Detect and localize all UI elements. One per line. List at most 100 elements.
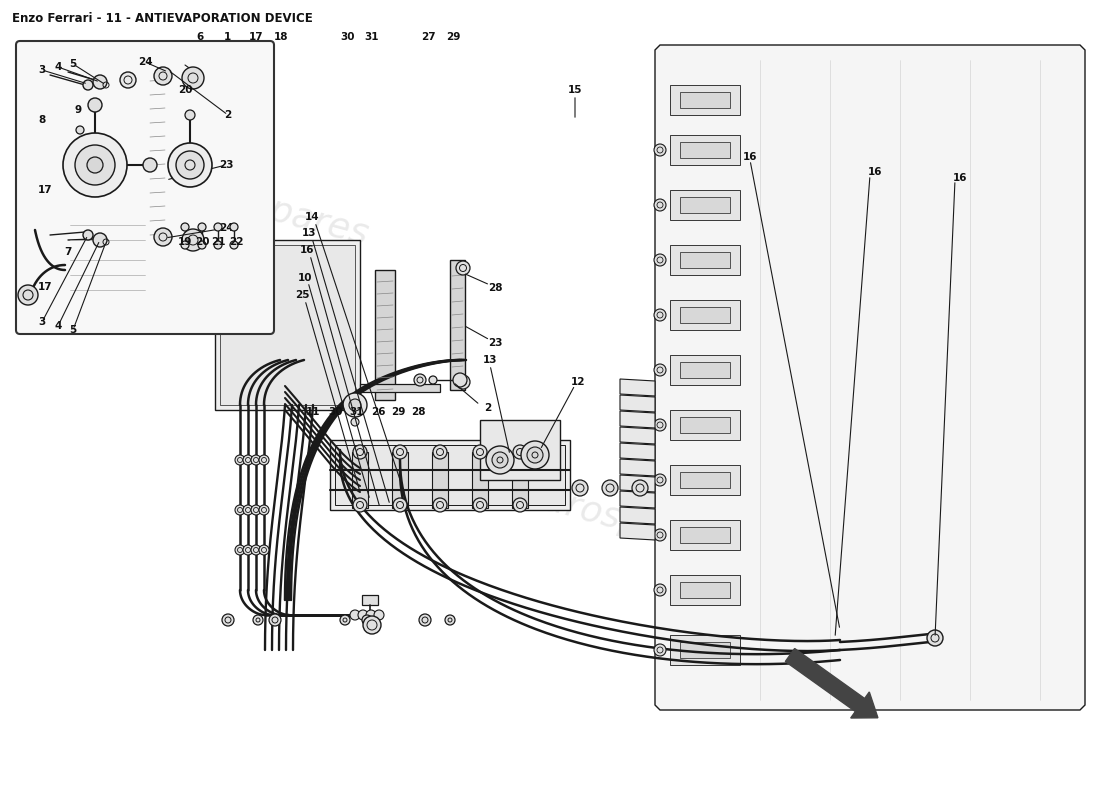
Circle shape [235, 455, 245, 465]
Polygon shape [148, 70, 168, 242]
Circle shape [251, 505, 261, 515]
Circle shape [230, 223, 238, 231]
Circle shape [374, 610, 384, 620]
Circle shape [198, 241, 206, 249]
Circle shape [414, 374, 426, 386]
Text: 19: 19 [178, 237, 192, 247]
Circle shape [602, 480, 618, 496]
Circle shape [75, 145, 116, 185]
Text: 15: 15 [568, 85, 582, 95]
Text: 8: 8 [39, 115, 45, 125]
Polygon shape [620, 443, 654, 460]
Bar [352, 452, 368, 508]
Circle shape [350, 610, 360, 620]
Text: 4: 4 [54, 321, 62, 331]
Bar [512, 452, 528, 508]
Circle shape [340, 615, 350, 625]
Text: 17: 17 [249, 32, 263, 42]
Bar [670, 410, 740, 440]
Bar [375, 270, 395, 400]
Bar [680, 472, 730, 488]
Text: Enzo Ferrari - 11 - ANTIEVAPORATION DEVICE: Enzo Ferrari - 11 - ANTIEVAPORATION DEVI… [12, 12, 312, 25]
Text: 18: 18 [274, 32, 288, 42]
Text: 21: 21 [211, 237, 226, 247]
Bar [680, 307, 730, 323]
Circle shape [258, 505, 270, 515]
Bar [65, 150, 125, 180]
Circle shape [143, 158, 157, 172]
Circle shape [120, 72, 136, 88]
Circle shape [527, 447, 543, 463]
Circle shape [353, 498, 367, 512]
Text: 16: 16 [742, 152, 757, 162]
Circle shape [521, 441, 549, 469]
Text: eurospares: eurospares [518, 478, 722, 562]
Text: 31: 31 [365, 32, 380, 42]
Circle shape [270, 614, 280, 626]
Bar [392, 452, 408, 508]
FancyBboxPatch shape [16, 41, 274, 334]
Bar [670, 520, 740, 550]
Text: 5: 5 [69, 325, 77, 335]
Bar [472, 452, 488, 508]
Text: 20: 20 [195, 237, 209, 247]
Bar [362, 595, 378, 605]
Text: 9: 9 [75, 105, 81, 115]
Circle shape [230, 241, 238, 249]
Circle shape [243, 505, 253, 515]
Polygon shape [620, 395, 654, 412]
Text: 16: 16 [953, 173, 967, 183]
Circle shape [927, 630, 943, 646]
Bar [670, 575, 740, 605]
Circle shape [654, 199, 666, 211]
Circle shape [654, 529, 666, 541]
Circle shape [235, 505, 245, 515]
Polygon shape [620, 475, 654, 492]
Circle shape [572, 480, 588, 496]
Text: 14: 14 [305, 212, 319, 222]
Polygon shape [620, 459, 654, 476]
Bar [220, 245, 355, 405]
Circle shape [433, 498, 447, 512]
Bar [680, 92, 730, 108]
Text: 30: 30 [341, 32, 355, 42]
Text: 3: 3 [39, 65, 45, 75]
Circle shape [486, 446, 514, 474]
Circle shape [94, 75, 107, 89]
Polygon shape [620, 491, 654, 508]
FancyArrow shape [785, 649, 878, 718]
Circle shape [654, 644, 666, 656]
Bar [680, 142, 730, 158]
Circle shape [176, 151, 204, 179]
Circle shape [88, 98, 102, 112]
Bar [670, 135, 740, 165]
Bar [670, 85, 740, 115]
Circle shape [82, 80, 94, 90]
Circle shape [654, 364, 666, 376]
Circle shape [654, 474, 666, 486]
Circle shape [214, 241, 222, 249]
Circle shape [358, 610, 368, 620]
Bar [680, 252, 730, 268]
Bar [480, 420, 560, 480]
Circle shape [513, 445, 527, 459]
Circle shape [251, 545, 261, 555]
Circle shape [182, 229, 204, 251]
Circle shape [654, 144, 666, 156]
Circle shape [654, 419, 666, 431]
Bar [670, 635, 740, 665]
Circle shape [473, 498, 487, 512]
Text: 30: 30 [329, 407, 343, 417]
Bar [214, 240, 360, 410]
Bar [680, 582, 730, 598]
Circle shape [243, 545, 253, 555]
Bar [680, 527, 730, 543]
Text: 23: 23 [487, 338, 503, 348]
Text: 10: 10 [298, 273, 312, 283]
Circle shape [251, 455, 261, 465]
Circle shape [182, 67, 204, 89]
Text: 4: 4 [54, 62, 62, 72]
Circle shape [182, 223, 189, 231]
Circle shape [253, 615, 263, 625]
Text: 16: 16 [299, 245, 315, 255]
